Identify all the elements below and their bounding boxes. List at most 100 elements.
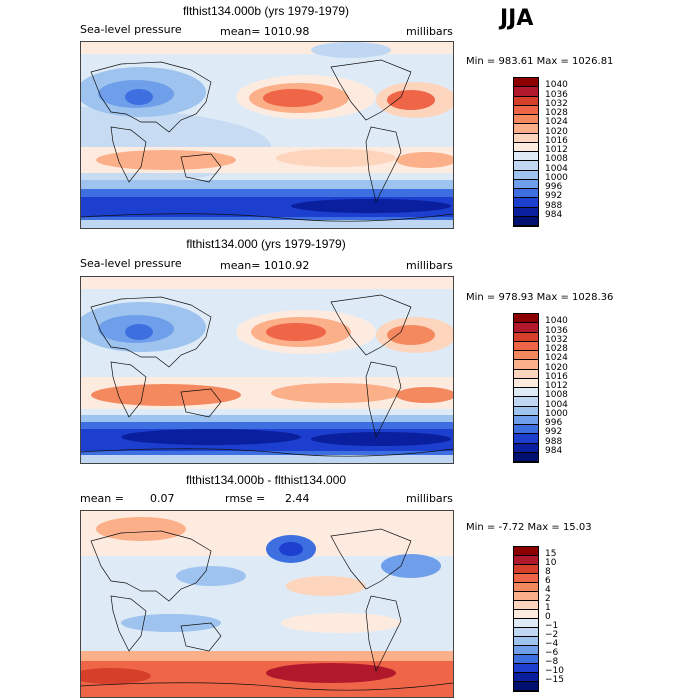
panel-1-level-label: 1040 (545, 80, 568, 91)
panel-3-level-label: −8 (545, 657, 559, 667)
colorbar-swatch (514, 87, 538, 97)
colorbar-swatch (514, 189, 538, 199)
panel-2-level-label: 1016 (545, 371, 568, 382)
colorbar-swatch (514, 565, 538, 574)
panel-2-level-label: 1024 (545, 353, 568, 364)
colorbar-swatch (514, 78, 538, 88)
panel-2-title: flthist134.000 (yrs 1979-1979) (186, 237, 346, 251)
panel-1-level-label: 1024 (545, 117, 568, 128)
panel-3-level-label: 0 (545, 612, 551, 622)
panel-1-level-label: 1028 (545, 108, 568, 118)
colorbar-swatch (514, 425, 538, 435)
panel-3-level-label: 6 (545, 576, 551, 586)
panel-1-level-label: 996 (545, 182, 563, 192)
panel-2-level-label: 1000 (545, 408, 568, 419)
panel-3-map (80, 510, 454, 698)
colorbar-swatch (514, 133, 538, 143)
panel-1-units: millibars (406, 25, 453, 38)
panel-1-mean: mean= 1010.98 (220, 25, 310, 38)
panel-2-units: millibars (406, 259, 453, 272)
panel-2-level-label: 1028 (545, 344, 568, 354)
panel-3-level-label: −10 (545, 666, 564, 676)
colorbar-swatch (514, 179, 538, 189)
colorbar-swatch (514, 646, 538, 655)
colorbar-swatch (514, 415, 538, 425)
panel-3-colorbar-labels: 15 10 8 6 4 2 1 0 −1 −2 −4 −6 −8 −10 −15 (545, 546, 605, 690)
colorbar-swatch (514, 124, 538, 134)
panel-2-level-label: 1020 (545, 362, 568, 373)
colorbar-swatch (514, 547, 538, 556)
panel-3-level-label: −15 (545, 675, 564, 685)
panel-1-variable-label: Sea-level pressure (80, 23, 182, 36)
panel-2-level-label: 1008 (545, 390, 568, 401)
colorbar-swatch (514, 574, 538, 583)
panel-1-level-label: 1012 (545, 145, 568, 155)
colorbar-swatch (514, 592, 538, 601)
panel-2-colorbar (513, 313, 539, 463)
panel-3-level-label: −1 (545, 621, 559, 631)
panel-3-mean-label: mean = (80, 492, 124, 505)
panel-1-level-label: 1004 (545, 163, 568, 174)
panel-1-level-label: 1036 (545, 89, 568, 100)
colorbar-swatch (514, 601, 538, 610)
colorbar-swatch (514, 216, 538, 226)
season-label: JJA (500, 6, 534, 31)
colorbar-swatch (514, 142, 538, 152)
panel-2-level-label: 1004 (545, 399, 568, 410)
panel-2-variable-label: Sea-level pressure (80, 257, 182, 270)
colorbar-swatch (514, 443, 538, 453)
colorbar-swatch (514, 161, 538, 171)
colorbar-swatch (514, 332, 538, 342)
panel-2-level-label: 1040 (545, 316, 568, 327)
panel-3-level-label: −6 (545, 648, 559, 658)
colorbar-swatch (514, 610, 538, 619)
panel-1-level-label: 1016 (545, 135, 568, 146)
panel-2-map (80, 276, 454, 464)
panel-1-level-label: 1020 (545, 126, 568, 137)
panel-3-mean-value: 0.07 (150, 492, 175, 505)
panel-2-level-label: 1012 (545, 381, 568, 391)
colorbar-swatch (514, 198, 538, 208)
panel-1-level-label: 988 (545, 200, 563, 211)
panel-3-level-label: 8 (545, 567, 551, 577)
panel-2-minmax: Min = 978.93 Max = 1028.36 (466, 292, 614, 303)
colorbar-swatch (514, 115, 538, 125)
colorbar-swatch (514, 170, 538, 180)
panel-1-colorbar-labels: 1040 1036 1032 1028 1024 1020 1016 1012 … (545, 77, 605, 225)
panel-3-colorbar (513, 546, 539, 692)
colorbar-swatch (514, 637, 538, 646)
colorbar-swatch (514, 406, 538, 416)
colorbar-swatch (514, 369, 538, 379)
panel-3-rmse-label: rmse = (225, 492, 266, 505)
colorbar-swatch (514, 378, 538, 388)
colorbar-swatch (514, 388, 538, 398)
panel-3-level-label: 1 (545, 603, 551, 613)
panel-3-level-label: 10 (545, 558, 557, 568)
colorbar-swatch (514, 105, 538, 115)
panel-2-level-label: 996 (545, 418, 563, 428)
panel-1-level-label: 1032 (545, 98, 568, 109)
panel-3-level-label: −4 (545, 639, 559, 649)
colorbar-swatch (514, 452, 538, 462)
panel-1-colorbar (513, 77, 539, 227)
colorbar-swatch (514, 152, 538, 162)
panel-1-minmax: Min = 983.61 Max = 1026.81 (466, 56, 614, 67)
panel-1-title: flthist134.000b (yrs 1979-1979) (182, 4, 350, 18)
colorbar-swatch (514, 207, 538, 217)
panel-2-mean: mean= 1010.92 (220, 259, 310, 272)
panel-1-level-label: 984 (545, 209, 563, 220)
panel-1-level-label: 992 (545, 191, 563, 202)
panel-1-level-label: 1008 (545, 154, 568, 165)
panel-3-level-label: −2 (545, 630, 559, 640)
panel-2-level-label: 1036 (545, 325, 568, 336)
panel-2-level-label: 984 (545, 445, 563, 456)
panel-2-level-label: 1032 (545, 334, 568, 345)
colorbar-swatch (514, 434, 538, 444)
panel-2-level-label: 988 (545, 436, 563, 447)
panel-3-title: flthist134.000b - flthist134.000 (185, 473, 347, 487)
colorbar-swatch (514, 619, 538, 628)
panel-3-minmax: Min = -7.72 Max = 15.03 (466, 522, 592, 533)
panel-2-level-label: 992 (545, 427, 563, 438)
panel-2-colorbar-labels: 1040 1036 1032 1028 1024 1020 1016 1012 … (545, 313, 605, 461)
colorbar-swatch (514, 583, 538, 592)
